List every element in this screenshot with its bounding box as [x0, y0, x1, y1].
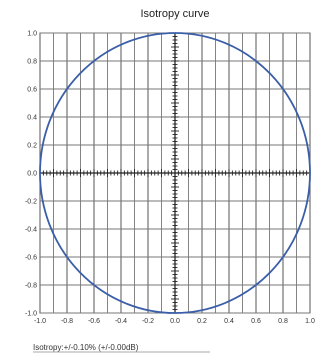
series-layer [39, 32, 311, 314]
label-layer: 1.0 0.8 0.6 0.4 0.2 0.0 -0.2 -0.4 -0.6 -0.8 -1.0-1… [25, 31, 315, 326]
y-tick-label: 0.2 [27, 143, 37, 150]
x-tick-label: -1.0 [34, 318, 46, 325]
y-tick-label: 0.4 [27, 115, 37, 122]
isotropy-annotation: Isotropy:+/-0.10% (+/-0.00dB) [33, 343, 139, 352]
x-tick-label: -0.8 [61, 318, 73, 325]
x-tick-label: 0.0 [170, 318, 180, 325]
y-tick-label: -0.4 [25, 227, 37, 234]
chart-title: Isotropy curve [140, 8, 209, 20]
isotropy-curve [39, 32, 311, 314]
y-tick-label: 0.0 [27, 171, 37, 178]
x-tick-label: -0.2 [142, 318, 154, 325]
y-tick-label: -0.6 [25, 255, 37, 262]
x-tick-label: 0.8 [278, 318, 288, 325]
x-tick-label: 0.4 [224, 318, 234, 325]
x-tick-label: 0.2 [197, 318, 207, 325]
y-tick-label: 1.0 [27, 31, 37, 38]
x-tick-label: -0.4 [115, 318, 127, 325]
y-tick-label: 0.8 [27, 59, 37, 66]
tick-layer [39, 32, 311, 314]
x-tick-label: 1.0 [305, 318, 315, 325]
y-tick-label: 0.6 [27, 87, 37, 94]
y-tick-label: -0.2 [25, 199, 37, 206]
x-tick-label: 0.6 [251, 318, 261, 325]
y-tick-label: -0.8 [25, 283, 37, 290]
x-tick-label: -0.6 [88, 318, 100, 325]
y-tick-label: -1.0 [25, 311, 37, 318]
